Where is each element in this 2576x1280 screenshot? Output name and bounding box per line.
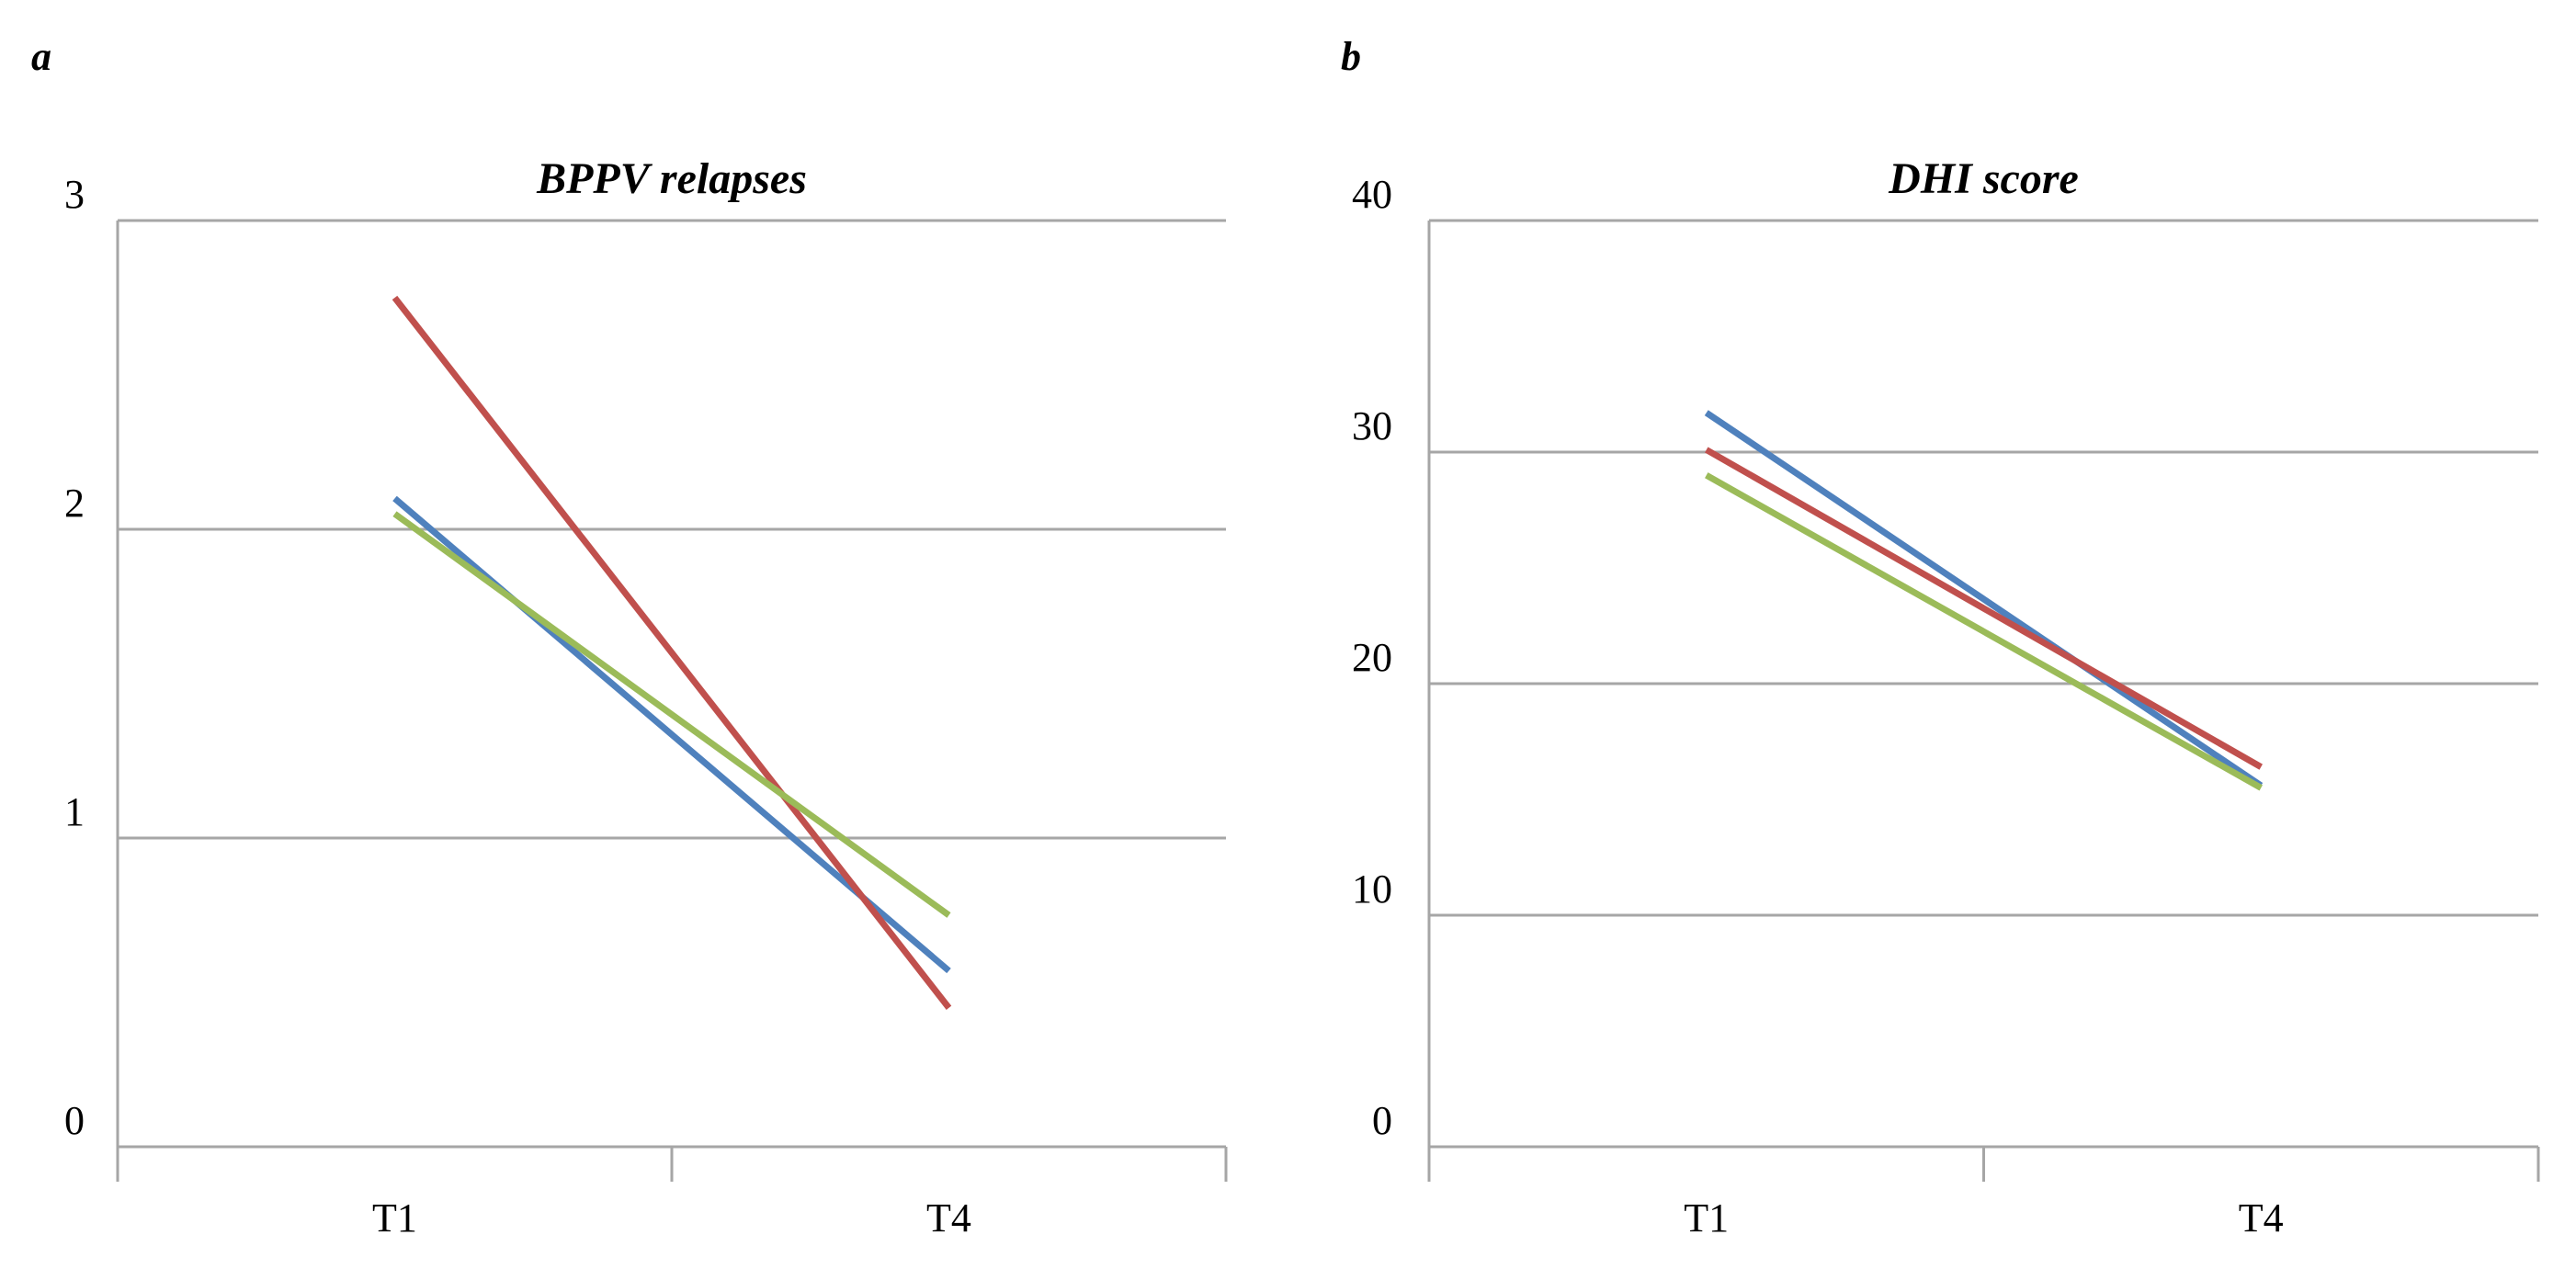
y-tick-label: 30 (1352, 403, 1392, 448)
y-tick-label: 20 (1352, 635, 1392, 680)
chart-bppv-relapses: 0 1 2 3 T1 T4 BPPV relapses (64, 154, 1228, 1240)
panel-label-a: a (31, 34, 51, 79)
y-tick-label: 0 (64, 1098, 85, 1143)
chart-dhi-score: 0 10 20 30 40 T1 T4 DHI score (1352, 154, 2540, 1240)
series-line-2 (392, 295, 952, 1010)
x-tick-label: T1 (1684, 1195, 1729, 1240)
y-tick-label: 10 (1352, 867, 1392, 912)
y-tick-label: 1 (64, 789, 85, 834)
x-tick-label: T4 (2239, 1195, 2284, 1240)
x-tick-label: T4 (926, 1195, 971, 1240)
y-tick-label: 2 (64, 481, 85, 526)
chart-title: DHI score (1888, 154, 2079, 203)
x-tick-label: T1 (372, 1195, 417, 1240)
series-line-2 (1705, 447, 2263, 770)
y-tick-label: 3 (64, 172, 85, 217)
y-tick-label: 0 (1372, 1098, 1392, 1143)
panel-label-b: b (1341, 34, 1361, 79)
chart-title: BPPV relapses (536, 154, 807, 203)
series-line-1 (1704, 410, 2264, 788)
series-line-3 (392, 511, 951, 918)
series-line-3 (1705, 472, 2263, 791)
y-tick-label: 40 (1352, 172, 1392, 217)
